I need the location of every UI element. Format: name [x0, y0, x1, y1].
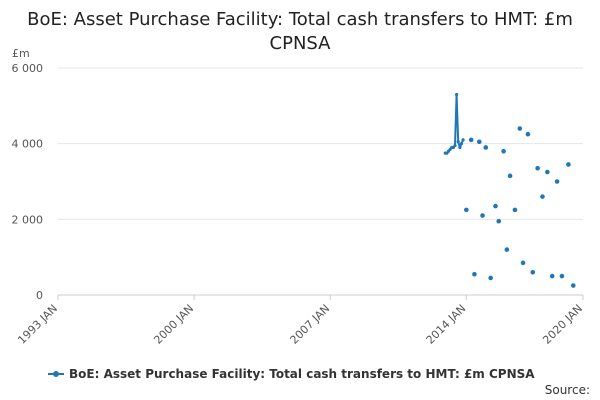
x-tick-label: 2007 JAN	[288, 302, 333, 347]
data-point	[504, 247, 510, 252]
data-point	[507, 173, 513, 179]
x-tick-label: 2014 JAN	[424, 302, 469, 347]
data-point	[512, 207, 518, 213]
data-point	[566, 162, 571, 167]
x-tick-label: 1993 JAN	[15, 302, 60, 347]
data-point	[517, 126, 523, 131]
data-point	[520, 260, 526, 266]
data-point	[493, 203, 498, 209]
x-tick-label: 2020 JAN	[540, 302, 585, 347]
legend-label: BoE: Asset Purchase Facility: Total cash…	[69, 367, 535, 381]
data-point	[472, 271, 477, 277]
source-label: Source:	[544, 383, 590, 397]
data-point	[559, 273, 565, 279]
data-point	[501, 148, 506, 154]
data-point	[464, 207, 469, 213]
data-point	[496, 218, 502, 224]
y-tick-label: 2 000	[12, 213, 44, 226]
data-point	[530, 270, 536, 275]
chart-title: BoE: Asset Purchase Facility: Total cash…	[27, 9, 573, 54]
data-point	[483, 145, 489, 150]
y-unit-label: £m	[12, 47, 30, 60]
series-line-point	[459, 142, 464, 146]
y-tick-label: 4 000	[12, 138, 44, 151]
x-tick-label: 2000 JAN	[151, 302, 196, 347]
series-line-point	[455, 92, 459, 97]
data-point	[468, 137, 474, 143]
data-point	[540, 194, 545, 199]
series-line-point	[456, 140, 460, 144]
legend[interactable]: BoE: Asset Purchase Facility: Total cash…	[48, 367, 535, 381]
data-point	[554, 179, 560, 184]
data-point	[488, 275, 493, 281]
data-point	[549, 273, 555, 279]
series-line-point	[453, 143, 457, 148]
y-tick-label: 6 000	[12, 62, 44, 75]
series-line-point	[458, 145, 462, 150]
data-point	[545, 169, 550, 175]
y-tick-label: 0	[36, 289, 43, 302]
data-point	[525, 131, 531, 137]
data-point	[535, 165, 540, 171]
data-point	[480, 213, 485, 218]
data-point	[476, 139, 482, 145]
legend-swatch	[48, 371, 64, 377]
series-line-point	[461, 138, 465, 142]
data-point	[570, 283, 576, 288]
